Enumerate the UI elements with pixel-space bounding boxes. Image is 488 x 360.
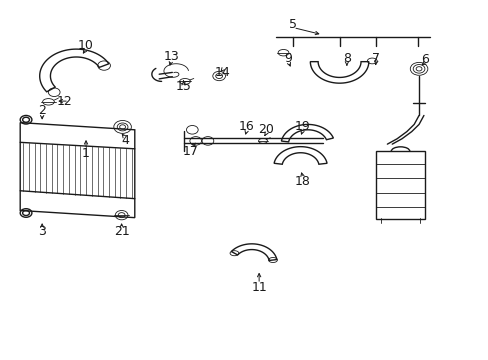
Text: 5: 5 (289, 18, 297, 31)
Text: 2: 2 (38, 104, 46, 117)
Text: 17: 17 (183, 145, 199, 158)
Text: 19: 19 (295, 120, 310, 133)
Text: 8: 8 (342, 51, 350, 64)
Text: 3: 3 (38, 225, 46, 238)
Text: 12: 12 (56, 95, 72, 108)
Text: 6: 6 (420, 53, 428, 66)
Text: 13: 13 (163, 50, 179, 63)
Text: 9: 9 (284, 51, 292, 64)
Bar (375, 151, 424, 220)
Text: 4: 4 (121, 134, 129, 147)
Text: 18: 18 (294, 175, 310, 188)
Text: 21: 21 (114, 225, 129, 238)
Text: 20: 20 (258, 123, 274, 136)
Text: 7: 7 (371, 51, 379, 64)
Text: 15: 15 (175, 80, 191, 93)
Text: 14: 14 (214, 66, 230, 79)
Text: 16: 16 (239, 120, 254, 133)
Text: 10: 10 (78, 39, 94, 52)
Text: 1: 1 (82, 147, 90, 159)
Text: 11: 11 (251, 281, 266, 294)
